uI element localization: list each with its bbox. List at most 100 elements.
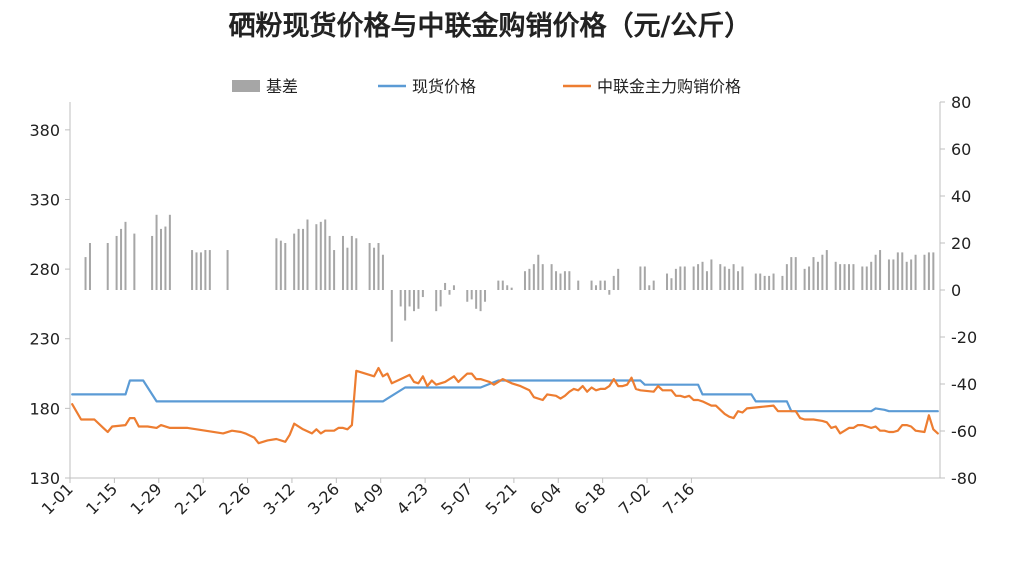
basis-bar: [133, 233, 136, 290]
basis-bar: [315, 224, 318, 290]
x-tick-label: 3-26: [304, 479, 343, 518]
basis-bar: [208, 250, 211, 290]
y-right-tick-label: 20: [951, 234, 971, 253]
legend-label-spot: 现货价格: [412, 77, 476, 96]
basis-bar: [728, 268, 731, 290]
basis-bar: [408, 290, 411, 307]
basis-bar: [594, 285, 597, 290]
basis-bar: [692, 266, 695, 290]
basis-bar: [870, 261, 873, 290]
basis-bar: [541, 264, 544, 290]
basis-bar: [927, 252, 930, 290]
basis-bar: [84, 257, 87, 290]
basis-bar: [555, 271, 558, 290]
basis-bar: [781, 275, 784, 290]
legend: 基差 现货价格 中联金主力购销价格: [232, 77, 741, 96]
basis-bar: [848, 264, 851, 290]
basis-bar: [390, 290, 393, 342]
y-left-tick-label: 180: [29, 399, 60, 418]
y-right-tick-label: 0: [951, 281, 961, 300]
basis-bar: [475, 290, 478, 309]
basis-bar: [794, 257, 797, 290]
basis-bar: [151, 235, 154, 290]
legend-label-basis: 基差: [266, 77, 298, 96]
basis-bar: [839, 264, 842, 290]
basis-bar: [923, 254, 926, 290]
zlj-price-line: [71, 366, 939, 445]
y-right-tick-label: 60: [951, 140, 971, 159]
basis-bar: [670, 278, 673, 290]
basis-bar: [528, 268, 531, 290]
basis-bar: [124, 221, 127, 290]
basis-bar: [293, 233, 296, 290]
basis-bar: [759, 273, 762, 290]
x-tick-label: 3-12: [260, 479, 299, 518]
y-right-tick-label: 80: [951, 93, 971, 112]
basis-bar: [697, 264, 700, 290]
basis-bar: [195, 252, 198, 290]
basis-bar: [355, 238, 358, 290]
x-tick-label: 5-07: [437, 479, 476, 518]
price-lines: [71, 366, 939, 445]
basis-bar: [377, 243, 380, 290]
y-left-tick-label: 330: [29, 190, 60, 209]
basis-bar: [226, 250, 229, 290]
basis-bar: [484, 290, 487, 302]
basis-bar: [879, 250, 882, 290]
basis-bar: [599, 280, 602, 290]
basis-bar: [319, 221, 322, 290]
basis-bar: [785, 264, 788, 290]
basis-bar: [444, 282, 447, 290]
basis-bar: [719, 264, 722, 290]
basis-bar: [568, 271, 571, 290]
basis-bar: [199, 252, 202, 290]
basis-bar: [381, 254, 384, 290]
basis-bar: [834, 261, 837, 290]
basis-bar: [710, 259, 713, 290]
y-right-tick-label: -40: [951, 375, 977, 394]
basis-bar: [368, 243, 371, 290]
basis-bar: [608, 290, 611, 295]
basis-bar: [341, 235, 344, 290]
basis-bar: [413, 290, 416, 312]
y-right-tick-label: -80: [951, 469, 977, 488]
basis-bar: [324, 219, 327, 290]
basis-bar: [120, 228, 123, 290]
basis-bar: [772, 273, 775, 290]
basis-bar: [603, 280, 606, 290]
basis-bar: [164, 226, 167, 290]
basis-bar: [115, 235, 118, 290]
basis-bar: [617, 268, 620, 290]
basis-bar: [506, 285, 509, 290]
basis-bar: [523, 271, 526, 290]
legend-label-zlj: 中联金主力购销价格: [597, 77, 741, 96]
x-tick-label: 4-23: [393, 479, 432, 518]
y-left-tick-label: 380: [29, 121, 60, 140]
basis-bar: [417, 290, 420, 309]
basis-bar: [302, 228, 305, 290]
basis-bar: [106, 243, 109, 290]
basis-bar: [306, 219, 309, 290]
basis-bar: [537, 254, 540, 290]
basis-bar: [639, 266, 642, 290]
basis-bar: [768, 275, 771, 290]
chart-title: 硒粉现货价格与中联金购销价格（元/公斤）: [229, 10, 752, 42]
basis-bar: [821, 254, 824, 290]
basis-bar: [705, 271, 708, 290]
x-tick-label: 2-26: [215, 479, 254, 518]
basis-bar: [532, 264, 535, 290]
basis-bar: [501, 280, 504, 290]
y-right-tick-label: -60: [951, 422, 977, 441]
basis-bar: [577, 280, 580, 290]
basis-bar: [763, 275, 766, 290]
y-right-tick-label: -20: [951, 328, 977, 347]
y-left-tick-label: 280: [29, 260, 60, 279]
basis-bar: [550, 264, 553, 290]
basis-bar: [741, 266, 744, 290]
basis-bar: [901, 252, 904, 290]
basis-bar: [159, 228, 162, 290]
axes: 130 180 230 280 330 380 -80 -60 -40 -20 0 20 40 60 80 1…: [29, 93, 977, 519]
basis-bar: [732, 264, 735, 290]
